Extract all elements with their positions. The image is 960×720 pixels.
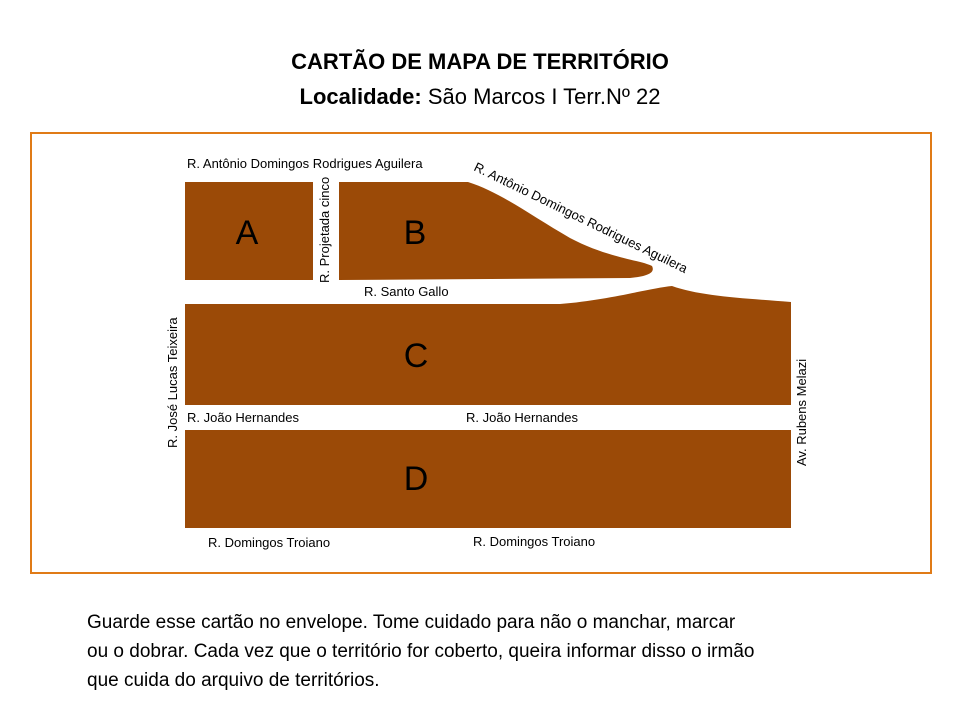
street-rubens: Av. Rubens Melazi <box>794 359 809 466</box>
street-troiano-right: R. Domingos Troiano <box>473 534 595 549</box>
street-jose-lucas: R. José Lucas Teixeira <box>165 317 180 448</box>
block-a-label: A <box>236 214 259 252</box>
street-joao-left: R. João Hernandes <box>187 410 300 425</box>
instructions-line-3: que cuida do arquivo de territórios. <box>87 670 380 691</box>
locality-value: São Marcos I Terr.Nº 22 <box>421 84 661 109</box>
locality-label: Localidade: <box>299 84 422 109</box>
street-troiano-left: R. Domingos Troiano <box>208 535 330 550</box>
block-b-label: B <box>404 214 427 252</box>
block-c[interactable] <box>185 286 791 405</box>
street-projetada: R. Projetada cinco <box>317 177 332 283</box>
block-d[interactable] <box>185 430 791 528</box>
street-santo-gallo: R. Santo Gallo <box>364 284 449 299</box>
street-joao-right: R. João Hernandes <box>466 410 579 425</box>
block-c-label: C <box>404 337 429 375</box>
card-title: CARTÃO DE MAPA DE TERRITÓRIO <box>291 49 669 74</box>
block-d-label: D <box>404 460 429 498</box>
block-a[interactable] <box>185 182 313 280</box>
locality-line: Localidade: São Marcos I Terr.Nº 22 <box>0 84 960 110</box>
instructions-text: Guarde esse cartão no envelope. Tome cui… <box>87 608 907 695</box>
instructions-line-2: ou o dobrar. Cada vez que o território f… <box>87 641 755 662</box>
instructions-line-1: Guarde esse cartão no envelope. Tome cui… <box>87 612 736 633</box>
map-frame <box>30 132 932 574</box>
street-antonio-top: R. Antônio Domingos Rodrigues Aguilera <box>187 156 423 171</box>
block-b[interactable] <box>339 182 653 280</box>
